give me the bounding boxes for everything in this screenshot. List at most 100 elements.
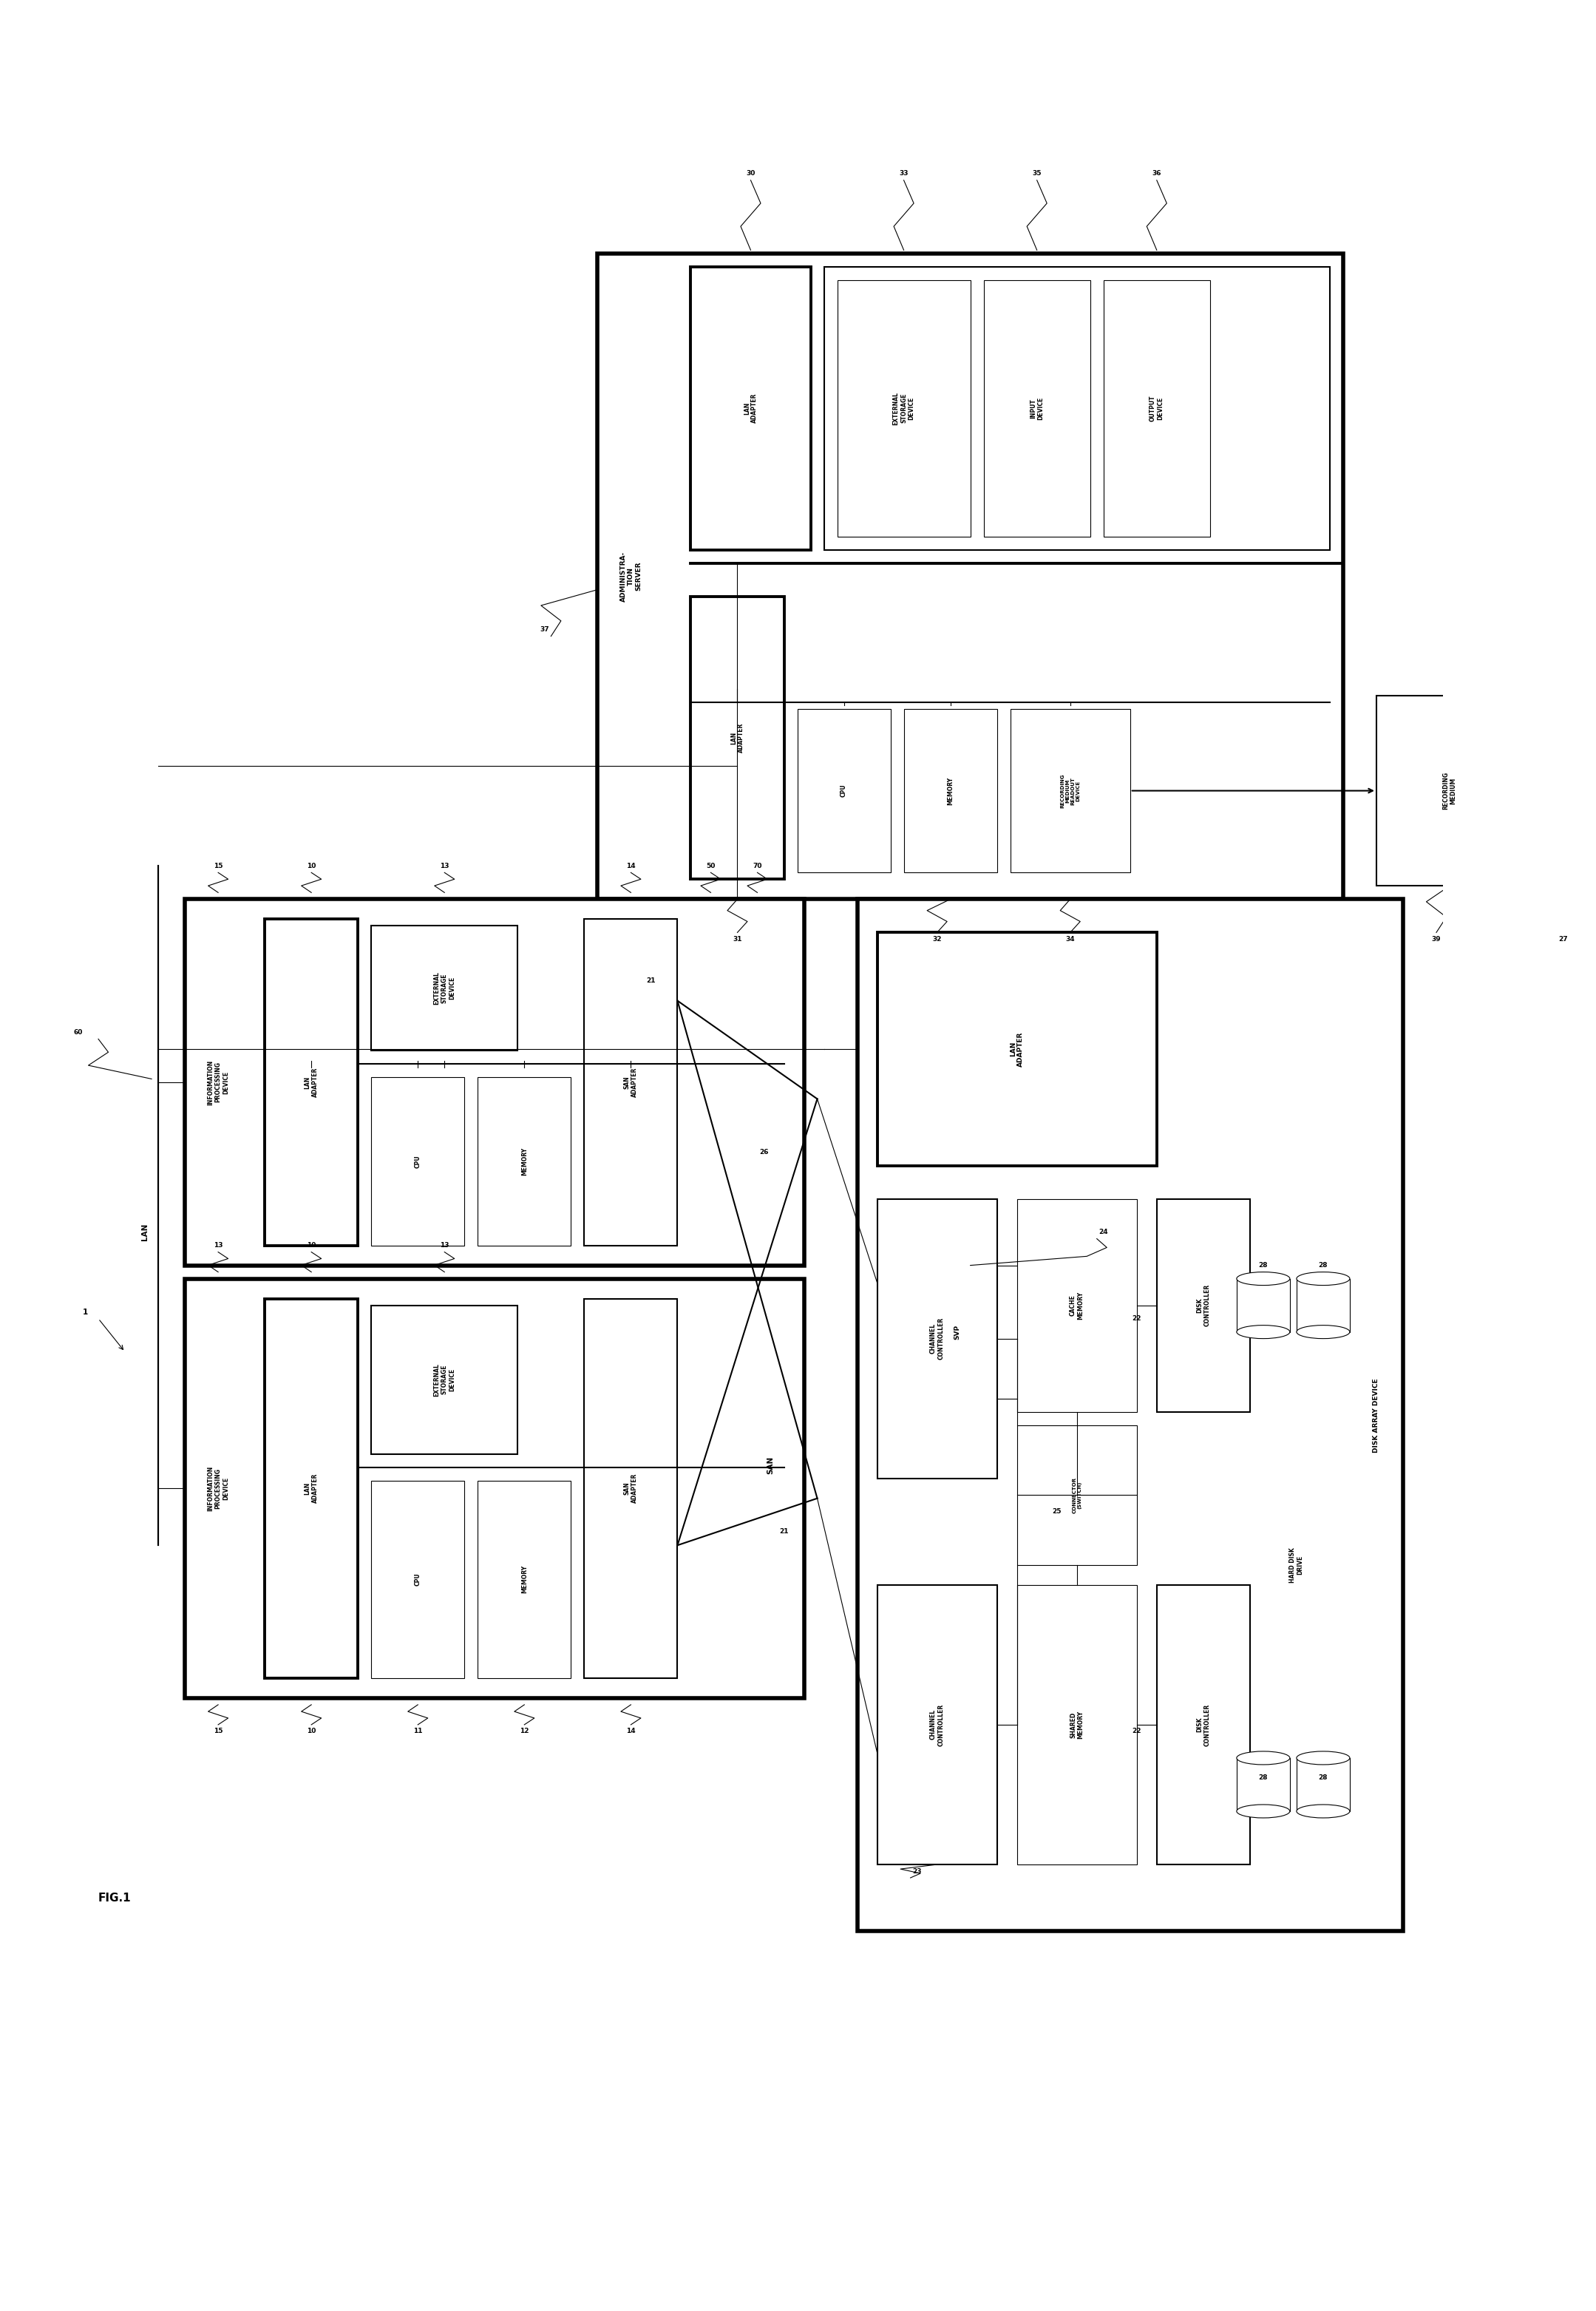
Text: 21: 21: [779, 1528, 788, 1535]
Bar: [372, 1077, 464, 1246]
Bar: [857, 899, 1403, 1932]
Text: 28: 28: [1259, 1775, 1267, 1782]
Text: 10: 10: [306, 862, 316, 869]
Bar: [185, 1278, 804, 1699]
Text: 15: 15: [214, 862, 223, 869]
Text: 11: 11: [413, 1729, 423, 1736]
Text: 60: 60: [73, 1028, 83, 1035]
Bar: [824, 266, 1329, 550]
Text: 25: 25: [1052, 1509, 1061, 1516]
Text: DISK ARRAY DEVICE: DISK ARRAY DEVICE: [1373, 1377, 1379, 1451]
Ellipse shape: [1237, 1752, 1290, 1766]
Bar: [584, 1299, 677, 1678]
Text: LAN
ADAPTER: LAN ADAPTER: [305, 1068, 319, 1098]
Text: 28: 28: [1259, 1262, 1267, 1269]
Text: 70: 70: [753, 862, 761, 869]
Bar: [1296, 1278, 1350, 1331]
Text: EXTERNAL
STORAGE
DEVICE: EXTERNAL STORAGE DEVICE: [434, 1363, 455, 1396]
Ellipse shape: [1296, 1752, 1350, 1766]
Bar: [372, 927, 517, 1052]
Bar: [265, 920, 358, 1246]
Text: 1: 1: [83, 1308, 88, 1315]
Text: RECORDING
MEDIUM
READOUT
DEVICE: RECORDING MEDIUM READOUT DEVICE: [1060, 774, 1080, 809]
Bar: [1237, 1278, 1290, 1331]
Text: INFORMATION
PROCESSING
DEVICE: INFORMATION PROCESSING DEVICE: [207, 1061, 230, 1105]
Text: SAN: SAN: [768, 1456, 774, 1474]
Text: 33: 33: [899, 171, 908, 178]
Bar: [983, 280, 1090, 536]
Text: 37: 37: [539, 626, 549, 633]
Text: LAN
ADAPTER: LAN ADAPTER: [305, 1474, 319, 1502]
Bar: [838, 280, 970, 536]
Text: 10: 10: [306, 1729, 316, 1736]
Text: 30: 30: [745, 171, 755, 178]
Bar: [477, 1481, 571, 1678]
Text: EXTERNAL
STORAGE
DEVICE: EXTERNAL STORAGE DEVICE: [892, 391, 915, 425]
Text: 36: 36: [1152, 171, 1162, 178]
Text: RECORDING
MEDIUM: RECORDING MEDIUM: [1443, 772, 1457, 809]
Text: MEMORY: MEMORY: [520, 1565, 528, 1595]
Text: CPU: CPU: [841, 783, 847, 797]
Bar: [597, 254, 1344, 899]
Text: INFORMATION
PROCESSING
DEVICE: INFORMATION PROCESSING DEVICE: [207, 1465, 230, 1511]
Bar: [1157, 1585, 1250, 1865]
Text: SAN
ADAPTER: SAN ADAPTER: [624, 1474, 638, 1502]
Ellipse shape: [1237, 1324, 1290, 1338]
Text: CACHE
MEMORY: CACHE MEMORY: [1069, 1292, 1084, 1320]
Text: FIG.1: FIG.1: [99, 1893, 131, 1904]
Bar: [372, 1481, 464, 1678]
Text: CPU: CPU: [415, 1574, 421, 1585]
Text: 15: 15: [214, 1729, 223, 1736]
Text: INPUT
DEVICE: INPUT DEVICE: [1029, 397, 1044, 421]
Bar: [1017, 1585, 1136, 1865]
Ellipse shape: [1296, 1271, 1350, 1285]
Text: 35: 35: [1033, 171, 1042, 178]
Text: CONNECTOR
(SWITCH): CONNECTOR (SWITCH): [1073, 1477, 1082, 1514]
Text: CHANNEL
CONTROLLER: CHANNEL CONTROLLER: [930, 1703, 945, 1745]
Bar: [265, 1299, 358, 1678]
Text: DISK
CONTROLLER: DISK CONTROLLER: [1195, 1703, 1210, 1745]
Text: 39: 39: [1432, 936, 1441, 943]
Text: DISK
CONTROLLER: DISK CONTROLLER: [1195, 1285, 1210, 1327]
Text: LAN
ADAPTER: LAN ADAPTER: [1010, 1031, 1025, 1065]
Text: 22: 22: [1132, 1729, 1141, 1736]
Bar: [878, 1266, 1037, 1398]
Text: OUTPUT
DEVICE: OUTPUT DEVICE: [1149, 395, 1163, 421]
Text: 26: 26: [760, 1149, 769, 1156]
Text: 28: 28: [1318, 1775, 1328, 1782]
Text: CPU: CPU: [415, 1156, 421, 1167]
Ellipse shape: [1237, 1271, 1290, 1285]
Text: 27: 27: [1558, 936, 1567, 943]
Text: LAN
ADAPTER: LAN ADAPTER: [731, 723, 745, 753]
Text: CHANNEL
CONTROLLER: CHANNEL CONTROLLER: [930, 1317, 945, 1359]
Text: 28: 28: [1318, 1262, 1328, 1269]
Text: 50: 50: [705, 862, 715, 869]
Text: SHARED
MEMORY: SHARED MEMORY: [1069, 1710, 1084, 1738]
Bar: [1103, 280, 1210, 536]
Text: ADMINISTRA-
TION
SERVER: ADMINISTRA- TION SERVER: [619, 550, 642, 601]
Bar: [372, 1306, 517, 1454]
Bar: [878, 931, 1157, 1165]
Ellipse shape: [1237, 1805, 1290, 1819]
Bar: [1157, 1199, 1250, 1412]
Text: 22: 22: [1132, 1315, 1141, 1322]
Bar: [903, 709, 998, 874]
Text: 13: 13: [440, 1241, 448, 1248]
Ellipse shape: [1296, 1324, 1350, 1338]
Ellipse shape: [1296, 1805, 1350, 1819]
Bar: [1010, 709, 1130, 874]
Bar: [878, 1199, 998, 1479]
Text: 21: 21: [646, 978, 656, 984]
Text: 34: 34: [1066, 936, 1074, 943]
Bar: [1237, 1759, 1290, 1812]
Bar: [691, 266, 811, 550]
Bar: [798, 709, 891, 874]
Text: 14: 14: [626, 862, 635, 869]
Text: 13: 13: [440, 862, 448, 869]
Text: 23: 23: [913, 1867, 922, 1874]
Text: 32: 32: [932, 936, 942, 943]
Text: LAN
ADAPTER: LAN ADAPTER: [744, 393, 758, 423]
Text: 24: 24: [1098, 1229, 1108, 1236]
Text: SAN
ADAPTER: SAN ADAPTER: [624, 1068, 638, 1098]
Text: 13: 13: [214, 1241, 223, 1248]
